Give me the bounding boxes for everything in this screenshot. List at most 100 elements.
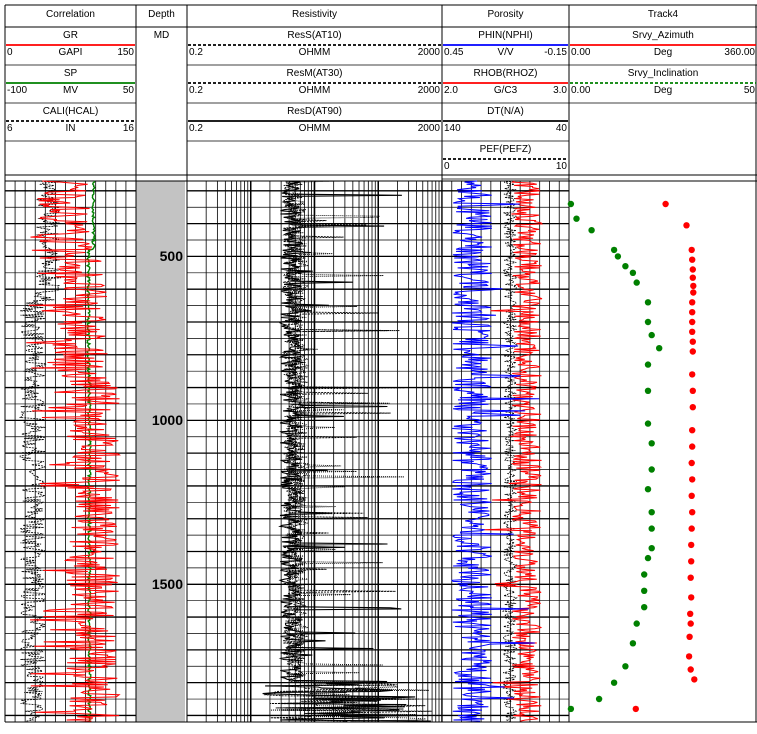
- curve-name: Srvy_Inclination: [627, 68, 699, 79]
- scale-right: 150: [117, 47, 134, 58]
- scale-left: 0.45: [444, 47, 464, 58]
- scale-right: 50: [122, 85, 134, 96]
- resm-curve: [263, 180, 432, 722]
- azimuth-point: [688, 459, 695, 467]
- scale-left: 0.2: [189, 123, 203, 134]
- curve-unit: Deg: [653, 47, 673, 58]
- curve-name: PHIN(NPHI): [478, 30, 533, 41]
- cali-curve: [18, 180, 61, 722]
- inclination-point: [622, 663, 629, 670]
- inclination-point: [648, 331, 655, 339]
- azimuth-point: [689, 443, 696, 450]
- azimuth-point: [689, 387, 696, 394]
- curve-name: Srvy_Azimuth: [632, 30, 694, 41]
- gr-curve: [26, 180, 121, 722]
- azimuth-point: [689, 476, 696, 483]
- inclination-point: [644, 554, 652, 562]
- dt-curve: [501, 180, 519, 722]
- curve-name: ResD(AT90): [287, 106, 342, 117]
- depth-label: 500: [159, 248, 183, 265]
- inclination-point: [648, 525, 655, 532]
- track-unit: MD: [153, 30, 170, 41]
- inclination-point: [644, 318, 652, 326]
- curve-unit: IN: [65, 123, 76, 134]
- inclination-point: [644, 420, 652, 427]
- track-title: Track4: [647, 9, 679, 20]
- inclination-point: [622, 263, 629, 270]
- curve-name: GR: [63, 30, 78, 41]
- curve-unit: V/V: [497, 47, 514, 58]
- azimuth-point: [685, 653, 693, 660]
- azimuth-point: [689, 509, 696, 516]
- azimuth-point: [688, 558, 695, 565]
- inclination-point: [614, 253, 622, 260]
- scale-right: 40: [555, 123, 567, 134]
- scale-left: 0: [444, 161, 450, 172]
- inclination-point: [610, 246, 618, 254]
- curve-name: SP: [63, 68, 78, 79]
- curve-unit: MV: [63, 85, 78, 96]
- ress-curve: [269, 180, 429, 722]
- curve-unit: OHMM: [298, 85, 331, 96]
- azimuth-point: [688, 492, 695, 499]
- inclination-point: [588, 227, 595, 234]
- azimuth-point: [689, 328, 696, 335]
- scale-left: -100: [7, 85, 28, 96]
- azimuth-point: [688, 525, 695, 532]
- scale-left: 0.2: [189, 47, 203, 58]
- curve-unit: GAPI: [58, 47, 83, 58]
- track-title: Correlation: [46, 9, 95, 20]
- curve-name: CALI(HCAL): [42, 106, 99, 117]
- curve-name: RHOB(RHOZ): [473, 68, 538, 79]
- azimuth-point: [688, 594, 695, 601]
- azimuth-point: [690, 282, 697, 290]
- scale-left: 140: [444, 123, 461, 134]
- azimuth-point: [691, 676, 698, 683]
- azimuth-point: [689, 266, 696, 273]
- azimuth-point: [690, 289, 697, 296]
- track-title: Porosity: [487, 9, 524, 20]
- scale-left: 2.0: [444, 85, 458, 96]
- azimuth-point: [689, 299, 696, 306]
- azimuth-point: [689, 338, 696, 345]
- scale-right: 50: [743, 85, 755, 96]
- azimuth-point: [683, 222, 690, 229]
- scale-right: 16: [122, 123, 134, 134]
- curve-name: PEF(PEFZ): [479, 144, 532, 155]
- inclination-point: [648, 466, 655, 473]
- azimuth-point: [689, 348, 696, 355]
- scale-right: 2000: [417, 47, 440, 58]
- track-title: Resistivity: [291, 9, 338, 20]
- azimuth-point: [689, 256, 696, 263]
- azimuth-point: [687, 610, 694, 617]
- azimuth-point: [662, 200, 669, 208]
- azimuth-point: [689, 371, 696, 378]
- curve-unit: Deg: [653, 85, 673, 96]
- inclination-point: [641, 571, 648, 578]
- scale-right: 3.0: [553, 85, 567, 96]
- inclination-point: [648, 545, 655, 552]
- inclination-point: [648, 509, 655, 516]
- azimuth-point: [686, 633, 693, 640]
- inclination-point: [644, 486, 652, 493]
- scale-left: 0.00: [571, 85, 591, 96]
- scale-left: 6: [7, 123, 13, 134]
- azimuth-point: [687, 574, 694, 581]
- depth-label: 1500: [151, 576, 183, 593]
- inclination-point: [629, 269, 637, 276]
- curve-unit: G/C3: [493, 85, 518, 96]
- azimuth-point: [688, 246, 695, 254]
- azimuth-point: [689, 274, 696, 281]
- curve-unit: OHMM: [298, 123, 331, 134]
- phin-curve: [451, 180, 540, 722]
- inclination-point: [633, 620, 640, 627]
- scale-right: 2000: [417, 85, 440, 96]
- scale-right: 360.00: [724, 47, 755, 58]
- scale-right: 10: [555, 161, 567, 172]
- azimuth-point: [689, 309, 696, 316]
- inclination-point: [648, 440, 655, 447]
- inclination-point: [641, 587, 648, 594]
- inclination-point: [644, 299, 652, 306]
- azimuth-point: [689, 404, 696, 411]
